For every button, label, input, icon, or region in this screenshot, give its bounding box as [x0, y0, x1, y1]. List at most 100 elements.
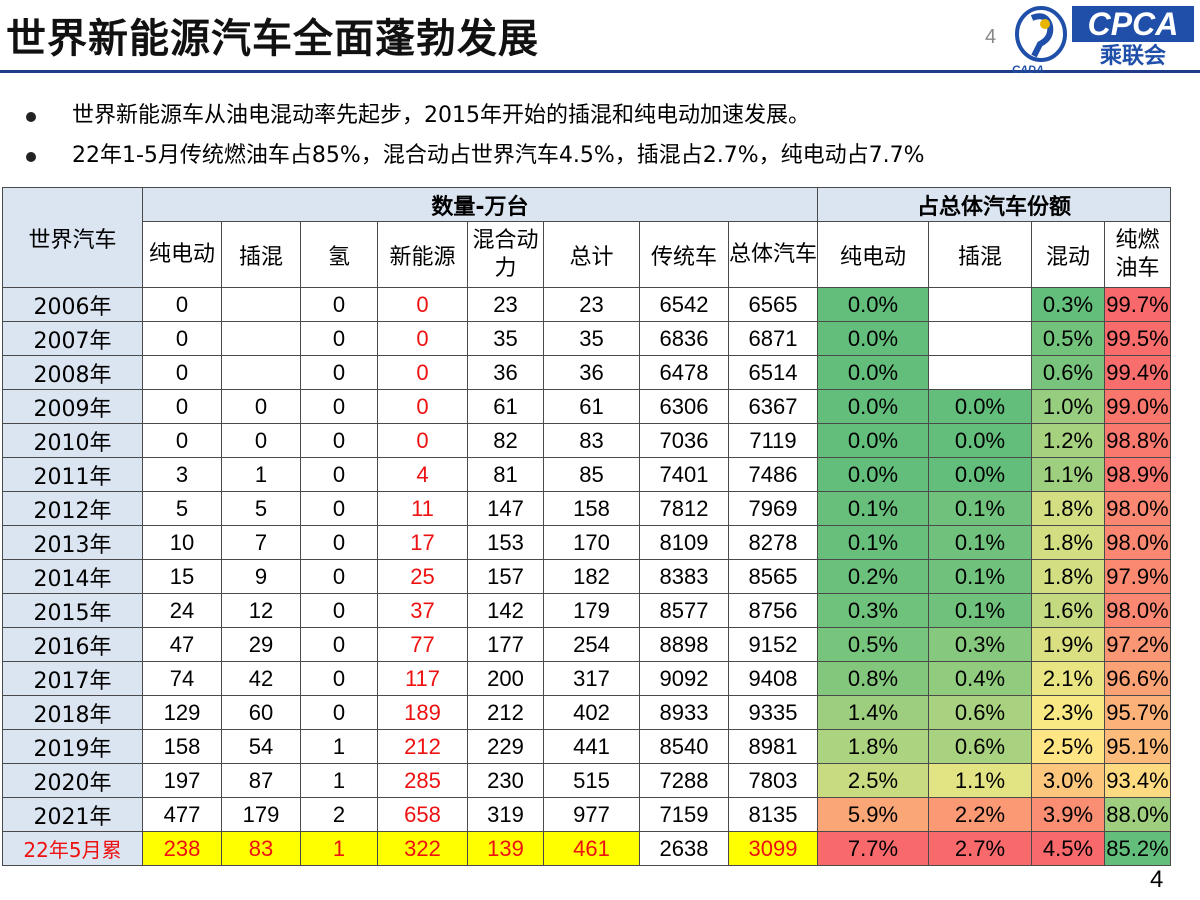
cell-traditional: 6836	[639, 321, 729, 356]
row-year: 2018年	[2, 695, 143, 730]
cell-share-phev: 1.1%	[928, 763, 1032, 798]
cell-total: 515	[543, 763, 640, 798]
cell-share-ice: 98.0%	[1104, 525, 1171, 560]
row-year: 2019年	[2, 729, 143, 764]
logo-small-text: CADA	[1012, 64, 1044, 76]
cell-share-bev: 0.2%	[817, 559, 929, 594]
cell-share-ice: 85.2%	[1104, 831, 1171, 866]
cell-share-ice: 93.4%	[1104, 763, 1171, 798]
cell-traditional: 8109	[639, 525, 729, 560]
cell-hybrid: 200	[467, 661, 544, 696]
cell-hybrid: 139	[467, 831, 544, 866]
cell-share-bev: 5.9%	[817, 797, 929, 832]
cell-share-ice: 98.9%	[1104, 457, 1171, 492]
cell-share-phev: 2.7%	[928, 831, 1032, 866]
cell-hydrogen: 0	[300, 355, 378, 390]
cell-phev: 0	[221, 423, 301, 458]
cell-all-vehicles: 8135	[728, 797, 818, 832]
cell-share-bev: 0.3%	[817, 593, 929, 628]
cell-traditional: 6306	[639, 389, 729, 424]
cell-total: 977	[543, 797, 640, 832]
row-year: 2016年	[2, 627, 143, 662]
cell-share-bev: 7.7%	[817, 831, 929, 866]
cell-all-vehicles: 6514	[728, 355, 818, 390]
cell-share-phev: 0.0%	[928, 423, 1032, 458]
row-year: 2013年	[2, 525, 143, 560]
cell-share-ice: 99.4%	[1104, 355, 1171, 390]
cell-share-bev: 0.0%	[817, 389, 929, 424]
cell-share-hybrid: 1.2%	[1031, 423, 1105, 458]
cell-all-vehicles: 9335	[728, 695, 818, 730]
cell-hydrogen: 0	[300, 389, 378, 424]
row-year: 2021年	[2, 797, 143, 832]
cell-bev: 3	[142, 457, 222, 492]
cell-total: 402	[543, 695, 640, 730]
row-year: 2012年	[2, 491, 143, 526]
cell-all-vehicles: 3099	[728, 831, 818, 866]
cell-new-energy: 4	[377, 457, 468, 492]
cell-share-ice: 99.5%	[1104, 321, 1171, 356]
col-header-bev: 纯电动	[142, 221, 222, 288]
row-year: 2006年	[2, 287, 143, 322]
table-row: 2007年 0 0 0 35 35 6836 6871 0.0% 0.5% 99.5%	[2, 321, 1171, 356]
cell-share-hybrid: 1.9%	[1031, 627, 1105, 662]
share-group-header: 占总体汽车份额	[817, 187, 1171, 222]
cell-phev	[221, 355, 301, 390]
cell-all-vehicles: 7969	[728, 491, 818, 526]
cell-bev: 0	[142, 321, 222, 356]
cell-share-phev: 2.2%	[928, 797, 1032, 832]
cell-traditional: 7812	[639, 491, 729, 526]
table-row: 2019年 158 54 1 212 229 441 8540 8981 1.8% 0.6% 2.5%…	[2, 729, 1171, 764]
cell-share-bev: 2.5%	[817, 763, 929, 798]
title-underline	[0, 70, 1200, 73]
cell-share-ice: 97.9%	[1104, 559, 1171, 594]
cell-phev	[221, 321, 301, 356]
cell-traditional: 8898	[639, 627, 729, 662]
cpca-logo: CADA CPCA 乘联会	[1010, 4, 1196, 76]
cell-hybrid: 157	[467, 559, 544, 594]
cell-share-phev: 0.4%	[928, 661, 1032, 696]
cell-new-energy: 0	[377, 321, 468, 356]
cell-traditional: 8933	[639, 695, 729, 730]
cell-bev: 5	[142, 491, 222, 526]
cell-traditional: 7401	[639, 457, 729, 492]
cell-hydrogen: 0	[300, 423, 378, 458]
row-year: 2007年	[2, 321, 143, 356]
cell-share-hybrid: 1.0%	[1031, 389, 1105, 424]
col-header-total: 总计	[543, 221, 640, 288]
cell-share-bev: 1.4%	[817, 695, 929, 730]
cell-total: 23	[543, 287, 640, 322]
cell-total: 83	[543, 423, 640, 458]
cell-share-hybrid: 1.8%	[1031, 559, 1105, 594]
cell-hybrid: 147	[467, 491, 544, 526]
cell-hydrogen: 1	[300, 763, 378, 798]
cell-bev: 197	[142, 763, 222, 798]
cell-bev: 74	[142, 661, 222, 696]
cada-emblem-icon	[1015, 6, 1067, 62]
bullet-dot-icon	[26, 112, 36, 122]
world-auto-table: 世界汽车 数量-万台 占总体汽车份额 纯电动 插混 氢 新能源 混合动力 总计 …	[2, 187, 1171, 866]
cell-total: 441	[543, 729, 640, 764]
page-number-top: 4	[985, 26, 997, 48]
table-row: 2014年 15 9 0 25 157 182 8383 8565 0.2% 0.1% 1.8% 97.…	[2, 559, 1171, 594]
col-header-hybrid: 混合动力	[467, 221, 544, 288]
cell-share-phev	[928, 355, 1032, 390]
table-row: 2013年 10 7 0 17 153 170 8109 8278 0.1% 0.1% 1.8% 98.…	[2, 525, 1171, 560]
cell-phev: 5	[221, 491, 301, 526]
cell-hydrogen: 0	[300, 627, 378, 662]
cell-share-phev: 0.1%	[928, 491, 1032, 526]
cell-share-bev: 0.0%	[817, 321, 929, 356]
cell-bev: 24	[142, 593, 222, 628]
cell-share-ice: 95.7%	[1104, 695, 1171, 730]
cell-share-ice: 98.0%	[1104, 491, 1171, 526]
cell-all-vehicles: 6367	[728, 389, 818, 424]
cell-bev: 15	[142, 559, 222, 594]
cell-share-phev: 0.0%	[928, 457, 1032, 492]
cell-hydrogen: 0	[300, 525, 378, 560]
table-row: 2021年 477 179 2 658 319 977 7159 8135 5.9% 2.2% 3.9…	[2, 797, 1171, 832]
cell-new-energy: 322	[377, 831, 468, 866]
cell-total: 461	[543, 831, 640, 866]
cell-share-bev: 0.0%	[817, 287, 929, 322]
cell-share-phev: 0.6%	[928, 729, 1032, 764]
cell-total: 35	[543, 321, 640, 356]
